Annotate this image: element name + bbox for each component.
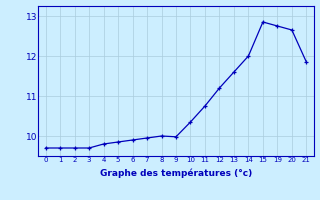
X-axis label: Graphe des températures (°c): Graphe des températures (°c) (100, 169, 252, 178)
